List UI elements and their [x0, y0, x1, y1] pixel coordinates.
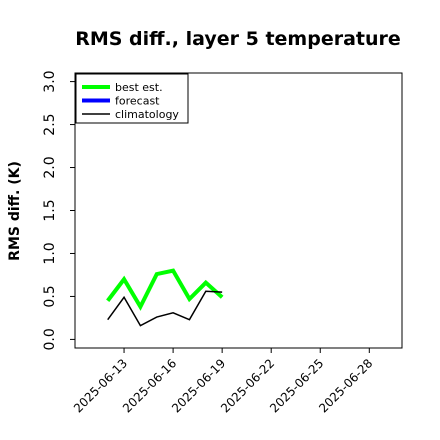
y-tick-label: 0.0 [42, 328, 58, 350]
legend-text: forecast [115, 95, 160, 108]
y-tick-label: 0.5 [42, 285, 58, 307]
y-tick-label: 2.5 [42, 113, 58, 135]
y-tick-label: 3.0 [42, 70, 58, 92]
legend-text: climatology [115, 108, 179, 121]
y-axis-label: RMS diff. (K) [7, 161, 23, 261]
chart-title: RMS diff., layer 5 temperature [75, 28, 401, 50]
y-tick-label: 1.0 [42, 242, 58, 264]
line-series [107, 290, 223, 327]
legend-text: best est. [115, 81, 163, 94]
y-tick-label: 2.0 [42, 156, 58, 178]
line-series [106, 268, 224, 311]
y-tick-label: 1.5 [42, 199, 58, 221]
